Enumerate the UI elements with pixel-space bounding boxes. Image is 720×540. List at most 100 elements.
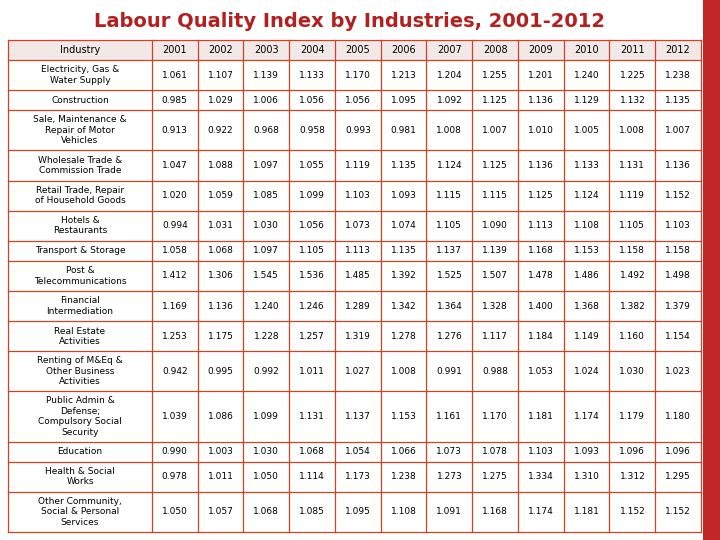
- Text: 0.994: 0.994: [162, 221, 188, 230]
- Text: 1.108: 1.108: [574, 221, 600, 230]
- Text: 1.289: 1.289: [345, 301, 371, 310]
- Text: Financial
Intermediation: Financial Intermediation: [47, 296, 114, 316]
- Text: 1.135: 1.135: [665, 96, 691, 105]
- Text: 0.922: 0.922: [208, 126, 233, 135]
- Text: 1.525: 1.525: [436, 272, 462, 280]
- Text: 1.024: 1.024: [574, 367, 600, 376]
- Text: 1.115: 1.115: [482, 191, 508, 200]
- Text: 1.275: 1.275: [482, 472, 508, 481]
- Text: 1.073: 1.073: [436, 447, 462, 456]
- Text: 1.092: 1.092: [436, 96, 462, 105]
- Text: 1.010: 1.010: [528, 126, 554, 135]
- Text: 1.113: 1.113: [345, 246, 371, 255]
- Text: 1.103: 1.103: [345, 191, 371, 200]
- Text: 1.007: 1.007: [665, 126, 691, 135]
- Text: 1.095: 1.095: [345, 508, 371, 516]
- Text: 1.368: 1.368: [574, 301, 600, 310]
- Text: 1.240: 1.240: [253, 301, 279, 310]
- Text: 0.988: 0.988: [482, 367, 508, 376]
- Text: 1.168: 1.168: [482, 508, 508, 516]
- Text: 1.090: 1.090: [482, 221, 508, 230]
- Text: 1.342: 1.342: [391, 301, 416, 310]
- Text: 1.074: 1.074: [391, 221, 416, 230]
- Text: 1.133: 1.133: [574, 161, 600, 170]
- Text: 1.093: 1.093: [391, 191, 416, 200]
- Text: 0.985: 0.985: [162, 96, 188, 105]
- Text: 0.992: 0.992: [253, 367, 279, 376]
- Text: 1.400: 1.400: [528, 301, 554, 310]
- Text: 1.008: 1.008: [619, 126, 645, 135]
- Text: 1.086: 1.086: [207, 412, 233, 421]
- Text: 0.995: 0.995: [207, 367, 233, 376]
- Text: 1.276: 1.276: [436, 332, 462, 341]
- Text: 1.257: 1.257: [300, 332, 325, 341]
- Text: 1.007: 1.007: [482, 126, 508, 135]
- Text: 1.068: 1.068: [207, 246, 233, 255]
- Text: 1.005: 1.005: [574, 126, 600, 135]
- Text: 1.152: 1.152: [665, 508, 691, 516]
- Text: 1.246: 1.246: [300, 301, 325, 310]
- Text: 1.115: 1.115: [436, 191, 462, 200]
- Text: Hotels &
Restaurants: Hotels & Restaurants: [53, 216, 107, 235]
- Text: 1.175: 1.175: [207, 332, 233, 341]
- Text: 1.412: 1.412: [162, 272, 188, 280]
- Text: 1.124: 1.124: [436, 161, 462, 170]
- Text: 1.174: 1.174: [574, 412, 600, 421]
- Text: 1.066: 1.066: [391, 447, 416, 456]
- Text: 0.990: 0.990: [162, 447, 188, 456]
- Text: 2009: 2009: [528, 45, 553, 55]
- Text: 1.312: 1.312: [619, 472, 645, 481]
- Text: 0.981: 0.981: [391, 126, 416, 135]
- Text: 1.181: 1.181: [574, 508, 600, 516]
- Text: 1.139: 1.139: [253, 71, 279, 79]
- Text: 1.103: 1.103: [528, 447, 554, 456]
- Text: 1.382: 1.382: [619, 301, 645, 310]
- Text: 2001: 2001: [163, 45, 187, 55]
- Text: 1.008: 1.008: [436, 126, 462, 135]
- Text: 1.061: 1.061: [162, 71, 188, 79]
- Text: 1.059: 1.059: [207, 191, 233, 200]
- Text: Post &
Telecommunications: Post & Telecommunications: [34, 266, 126, 286]
- Text: 1.124: 1.124: [574, 191, 600, 200]
- Text: 1.068: 1.068: [299, 447, 325, 456]
- Text: 1.099: 1.099: [253, 412, 279, 421]
- Text: 1.091: 1.091: [436, 508, 462, 516]
- Text: 1.027: 1.027: [345, 367, 371, 376]
- Text: 1.020: 1.020: [162, 191, 188, 200]
- Text: 1.131: 1.131: [299, 412, 325, 421]
- Text: Construction: Construction: [51, 96, 109, 105]
- Text: Real Estate
Activities: Real Estate Activities: [55, 327, 106, 346]
- Text: Education: Education: [58, 447, 102, 456]
- Text: 1.169: 1.169: [162, 301, 188, 310]
- Text: 1.154: 1.154: [665, 332, 691, 341]
- Text: 1.073: 1.073: [345, 221, 371, 230]
- Text: 0.913: 0.913: [162, 126, 188, 135]
- Text: 1.097: 1.097: [253, 161, 279, 170]
- Text: 1.125: 1.125: [482, 161, 508, 170]
- Text: 1.119: 1.119: [619, 191, 645, 200]
- Text: 1.056: 1.056: [345, 96, 371, 105]
- Text: 1.108: 1.108: [391, 508, 416, 516]
- Text: 1.056: 1.056: [299, 221, 325, 230]
- Text: 1.225: 1.225: [619, 71, 645, 79]
- Text: 2011: 2011: [620, 45, 644, 55]
- Text: 1.105: 1.105: [436, 221, 462, 230]
- Text: Industry: Industry: [60, 45, 100, 55]
- Text: 1.133: 1.133: [299, 71, 325, 79]
- Text: 1.047: 1.047: [162, 161, 188, 170]
- Text: 1.173: 1.173: [345, 472, 371, 481]
- Text: 1.228: 1.228: [253, 332, 279, 341]
- Text: 1.392: 1.392: [391, 272, 416, 280]
- Text: Other Community,
Social & Personal
Services: Other Community, Social & Personal Servi…: [38, 497, 122, 527]
- Text: 1.180: 1.180: [665, 412, 691, 421]
- Text: 1.125: 1.125: [482, 96, 508, 105]
- Text: 1.306: 1.306: [207, 272, 233, 280]
- Text: 1.137: 1.137: [345, 412, 371, 421]
- Text: 1.364: 1.364: [436, 301, 462, 310]
- Text: 1.379: 1.379: [665, 301, 691, 310]
- Text: 1.161: 1.161: [436, 412, 462, 421]
- Text: 1.105: 1.105: [299, 246, 325, 255]
- Text: Health & Social
Works: Health & Social Works: [45, 467, 114, 487]
- Text: 1.168: 1.168: [528, 246, 554, 255]
- Text: 1.129: 1.129: [574, 96, 600, 105]
